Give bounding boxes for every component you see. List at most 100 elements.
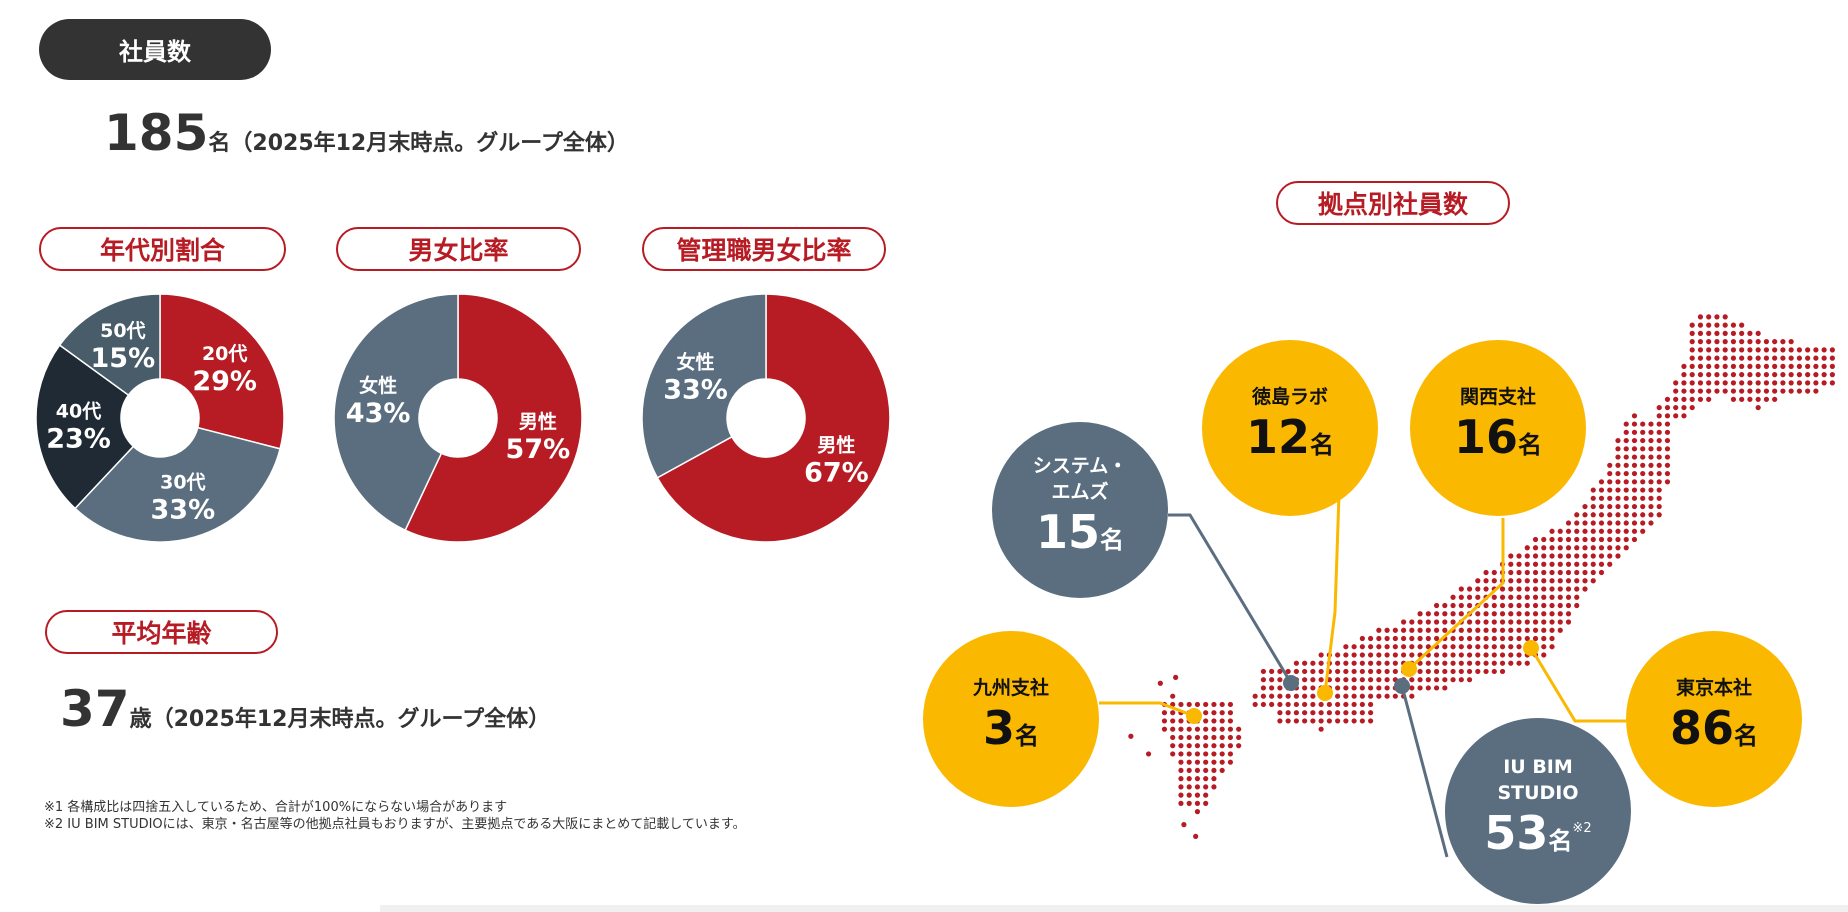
map-dot: [1409, 677, 1415, 683]
map-dot: [1376, 644, 1382, 650]
map-dot: [1747, 388, 1753, 394]
map-dot: [1351, 668, 1357, 675]
map-dot: [1739, 355, 1745, 361]
map-dot: [1648, 495, 1654, 501]
map-dot: [1450, 619, 1456, 625]
map-dot: [1549, 536, 1555, 543]
map-dot: [1673, 380, 1679, 386]
map-dot: [1565, 520, 1572, 526]
map-dot: [1409, 693, 1415, 699]
map-dot: [1400, 652, 1407, 658]
map-dot: [1466, 602, 1473, 609]
map-dot: [1219, 734, 1225, 741]
donut-slice: [641, 293, 767, 479]
map-dot: [1376, 652, 1382, 658]
map-dot: [1689, 404, 1695, 411]
map-dot: [1499, 635, 1506, 642]
map-dot: [1623, 479, 1629, 485]
map-dot: [1433, 602, 1440, 609]
map-dot: [1302, 718, 1308, 724]
total-note: （2025年12月末時点。グループ全体）: [230, 131, 629, 156]
map-dot: [1178, 784, 1184, 790]
map-dot: [1598, 569, 1605, 576]
map-dot: [1640, 429, 1646, 435]
slice-label: 男性: [817, 434, 855, 457]
map-dot: [1747, 396, 1753, 402]
map-dot: [1631, 413, 1638, 419]
map-dot: [1326, 710, 1332, 716]
map-dot: [1326, 701, 1332, 708]
slice-percent: 23%: [46, 424, 111, 455]
map-dot: [1532, 627, 1539, 633]
map-dot: [1211, 776, 1217, 782]
map-dot: [1557, 611, 1563, 617]
map-dot: [1343, 660, 1349, 666]
map-dot: [1483, 569, 1489, 576]
map-dot: [1186, 701, 1192, 708]
map-dot: [1351, 693, 1357, 699]
map-dot: [1442, 611, 1448, 617]
map-dot: [1623, 520, 1629, 526]
slice-percent: 29%: [192, 366, 257, 397]
map-dot: [1648, 454, 1654, 460]
map-dot: [1161, 710, 1168, 716]
map-dot: [1565, 545, 1572, 551]
map-dot: [1623, 462, 1629, 468]
map-dot: [1351, 652, 1357, 658]
map-dot: [1623, 421, 1629, 427]
map-dot: [1376, 668, 1382, 675]
map-dot: [1722, 355, 1728, 361]
map-dot: [1277, 677, 1283, 683]
map-dot: [1343, 652, 1349, 658]
map-dot: [1772, 396, 1778, 402]
map-dot: [1656, 437, 1662, 444]
map-dot: [1466, 652, 1473, 658]
map-dot: [1722, 380, 1728, 386]
map-dot: [1697, 380, 1704, 386]
map-dot: [1194, 809, 1201, 815]
location-count: 12: [1245, 410, 1310, 464]
map-dot: [1681, 380, 1687, 386]
map-dot: [1335, 693, 1341, 699]
map-dot: [1203, 792, 1209, 798]
map-dot: [1425, 627, 1431, 633]
map-dot: [1302, 685, 1308, 691]
map-dot: [1466, 594, 1473, 600]
marker-iubim: [1394, 678, 1410, 694]
map-dot: [1788, 372, 1794, 378]
map-dot: [1532, 619, 1539, 625]
map-dot: [1318, 701, 1324, 708]
map-dot: [1318, 652, 1324, 658]
map-dot: [1516, 611, 1522, 617]
map-dot: [1277, 693, 1283, 699]
map-dot: [1615, 503, 1621, 510]
map-dot: [1755, 372, 1761, 378]
slice-label: 20代: [202, 343, 247, 365]
map-dot: [1648, 429, 1654, 435]
map-dot: [1508, 553, 1514, 559]
map-dot: [1417, 644, 1423, 650]
map-dot: [1763, 372, 1770, 378]
map-dot: [1722, 339, 1728, 345]
map-dot: [1483, 586, 1489, 592]
avg-age-title: 平均年齢: [45, 610, 278, 654]
map-dot: [1532, 578, 1539, 584]
map-dot: [1664, 454, 1671, 460]
map-dot: [1640, 512, 1646, 518]
map-dot: [1466, 619, 1473, 625]
map-dot: [1590, 545, 1596, 551]
map-dot: [1442, 644, 1448, 650]
connector-kyushu: [1099, 701, 1195, 718]
map-dot: [1714, 322, 1720, 328]
total-unit: 名: [208, 131, 231, 156]
map-dot: [1722, 347, 1728, 353]
map-dot: [1532, 569, 1539, 576]
map-dot: [1598, 561, 1605, 567]
map-dot: [1368, 701, 1374, 708]
map-dot: [1565, 586, 1572, 592]
map-dot: [1466, 586, 1473, 592]
map-dot: [1631, 495, 1638, 501]
map-dot: [1739, 347, 1745, 353]
map-dot: [1615, 437, 1621, 444]
map-dot: [1607, 479, 1613, 485]
